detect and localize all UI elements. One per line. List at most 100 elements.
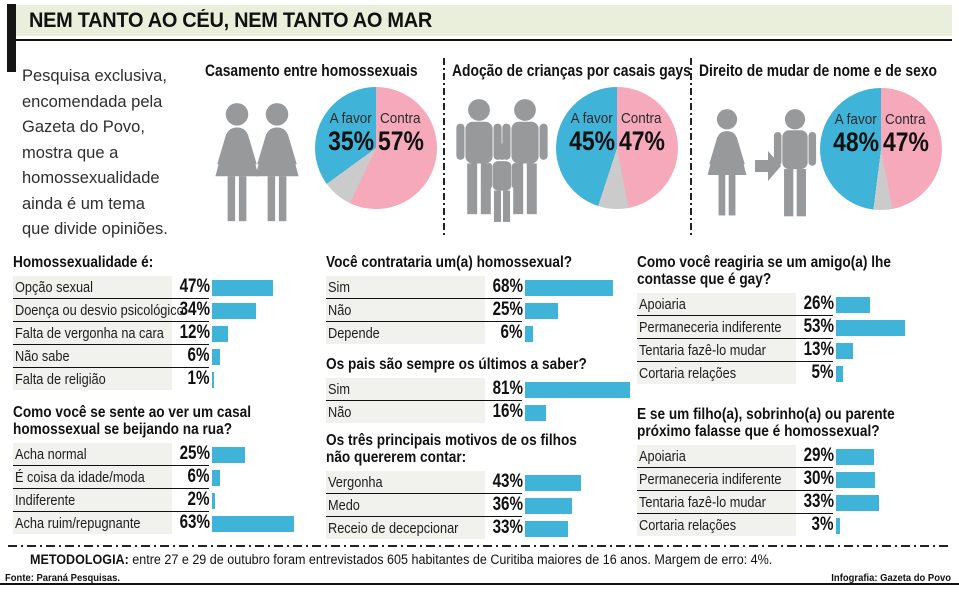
question-title: Como você se sente ao ver um casal homos… <box>13 404 252 438</box>
value-bar <box>212 371 214 388</box>
bar-row: Sim 81% <box>326 378 638 401</box>
answer-value: 33% <box>492 517 524 538</box>
bar-row: Medo 36% <box>326 494 638 517</box>
title-bar: NEM TANTO AO CÉU, NEM TANTO AO MAR <box>16 5 952 36</box>
value-bar <box>525 497 572 514</box>
value-bar <box>836 296 870 313</box>
value-bar <box>525 474 581 491</box>
chart-section-title: Casamento entre homossexuais <box>205 62 418 80</box>
answer-label: Tentaria fazê-lo mudar <box>637 339 796 361</box>
bar-row: Apoiaria 29% <box>637 445 957 468</box>
value-bar <box>212 325 228 342</box>
pie-contra-value: 47% <box>619 126 665 156</box>
bar-row: Cortaria relações 3% <box>637 514 957 537</box>
answer-value: 43% <box>492 471 524 492</box>
answer-value: 2% <box>187 489 209 510</box>
question-title: E se um filho(a), sobrinho(a) ou parente… <box>637 406 895 440</box>
answer-value: 16% <box>492 401 524 422</box>
answer-label: Medo <box>326 494 485 516</box>
value-bar <box>525 325 533 342</box>
answer-label: Acha normal <box>13 443 172 465</box>
answer-label: Não <box>326 401 485 423</box>
pie-chart-nome-sexo: A favor Contra 48% 47% <box>820 88 942 210</box>
answer-value: 53% <box>803 316 835 337</box>
answer-value: 3% <box>811 514 833 535</box>
section-divider <box>443 58 445 236</box>
question-title: Os pais são sempre os últimos a saber? <box>326 356 587 373</box>
footer-divider <box>8 545 952 547</box>
answer-label: Acha ruim/repugnante <box>13 512 172 534</box>
value-bar <box>525 279 613 296</box>
value-bar <box>525 302 558 319</box>
value-bar <box>836 517 840 534</box>
value-bar <box>525 381 630 398</box>
bar-group-homossexualidade-e: Homossexualidade é: Opção sexual 47% Doença… <box>13 254 325 391</box>
answer-value: 25% <box>179 443 211 464</box>
title-accent-bar <box>7 4 16 72</box>
bar-row: Não 25% <box>326 299 638 322</box>
bar-group-motivos-nao-contar: Os três principais motivos de os filhos … <box>326 432 638 540</box>
answer-value: 6% <box>187 466 209 487</box>
pie-chart-adocao: A favor Contra 45% 47% <box>556 87 678 209</box>
chart-section-title: Direito de mudar de nome e de sexo <box>699 62 937 80</box>
bar-group-casal-beijando: Como você se sente ao ver um casal homos… <box>13 404 325 535</box>
answer-label: É coisa da idade/moda <box>13 466 172 488</box>
question-title: Homossexualidade é: <box>13 254 154 271</box>
value-bar <box>525 404 546 421</box>
value-bar <box>212 469 220 486</box>
bar-row: Acha normal 25% <box>13 443 325 466</box>
intro-text: Pesquisa exclusiva, encomendada pela Gaz… <box>22 67 168 238</box>
methodology-text: entre 27 e 29 de outubro foram entrevist… <box>128 552 773 567</box>
two-women-icon <box>215 103 299 222</box>
bar-group-filho-homossexual: E se um filho(a), sobrinho(a) ou parente… <box>637 406 957 537</box>
bar-group-amigo-gay: Como você reagiria se um amigo(a) lhe co… <box>637 254 957 385</box>
answer-value: 6% <box>500 322 522 343</box>
value-bar <box>212 515 294 532</box>
value-bar <box>836 319 905 336</box>
bar-row: Cortaria relações 5% <box>637 362 957 385</box>
question-title: Os três principais motivos de os filhos … <box>326 432 577 466</box>
answer-value: 29% <box>803 445 835 466</box>
value-bar <box>525 520 568 537</box>
value-bar <box>836 494 879 511</box>
bar-row: Permaneceria indiferente 30% <box>637 468 957 491</box>
value-bar <box>836 365 843 382</box>
bar-row: Acha ruim/repugnante 63% <box>13 512 325 535</box>
chart-section-title: Adoção de crianças por casais gays <box>452 62 691 80</box>
title-underline <box>16 39 952 41</box>
answer-value: 47% <box>179 276 211 297</box>
pie-contra-label: Contra <box>621 110 662 127</box>
bottom-rule <box>0 583 959 585</box>
pie-contra-value: 47% <box>883 127 929 157</box>
bar-row: Apoiaria 26% <box>637 293 957 316</box>
bar-row: Tentaria fazê-lo mudar 13% <box>637 339 957 362</box>
pie-favor-value: 45% <box>569 126 615 156</box>
answer-value: 13% <box>803 339 835 360</box>
bar-row: Tentaria fazê-lo mudar 33% <box>637 491 957 514</box>
pie-favor-label: A favor <box>329 110 372 127</box>
infographic-credit: Infografia: Gazeta do Povo <box>831 572 951 584</box>
bar-row: Falta de religião 1% <box>13 368 325 391</box>
bar-row: Sim 68% <box>326 276 638 299</box>
answer-value: 25% <box>492 299 524 320</box>
pie-favor-label: A favor <box>834 111 877 128</box>
answer-label: Falta de vergonha na cara <box>13 322 172 344</box>
pie-contra-label: Contra <box>885 111 926 128</box>
bar-group-pais-ultimos-a-saber: Os pais são sempre os últimos a saber? Si… <box>326 356 638 424</box>
value-bar <box>836 471 875 488</box>
value-bar <box>212 302 256 319</box>
question-title: Você contrataria um(a) homossexual? <box>326 254 573 271</box>
source-credit: Fonte: Paraná Pesquisas. <box>5 572 121 584</box>
pie-favor-label: A favor <box>570 110 613 127</box>
answer-label: Sim <box>326 378 485 400</box>
question-title: Como você reagiria se um amigo(a) lhe co… <box>637 254 891 288</box>
answer-label: Permaneceria indiferente <box>637 316 796 338</box>
bar-group-contrataria: Você contrataria um(a) homossexual? Sim 68… <box>326 254 638 345</box>
bar-row: Opção sexual 47% <box>13 276 325 299</box>
bar-row: É coisa da idade/moda 6% <box>13 466 325 489</box>
bar-row: Doença ou desvio psicológico 34% <box>13 299 325 322</box>
page-title: NEM TANTO AO CÉU, NEM TANTO AO MAR <box>29 8 432 32</box>
answer-label: Doença ou desvio psicológico <box>13 299 184 321</box>
section-divider <box>690 58 692 236</box>
value-bar <box>212 279 273 296</box>
